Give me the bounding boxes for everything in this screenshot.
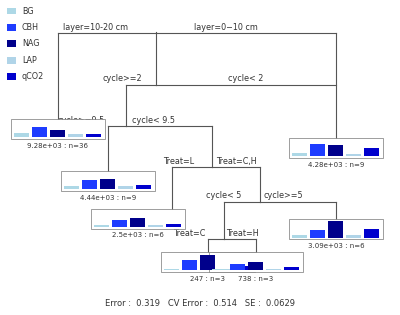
Bar: [328, 221, 343, 238]
Bar: [284, 267, 299, 270]
Bar: [7, 57, 16, 64]
Bar: [290, 138, 383, 158]
Bar: [164, 269, 179, 270]
Bar: [292, 235, 307, 238]
Bar: [310, 230, 325, 238]
Bar: [118, 186, 133, 190]
Bar: [112, 220, 127, 227]
Text: Treat=H: Treat=H: [226, 229, 259, 238]
Bar: [364, 148, 379, 156]
Text: 247 : n=3: 247 : n=3: [190, 276, 226, 282]
Text: layer=0−10 cm: layer=0−10 cm: [194, 22, 258, 32]
Text: BG: BG: [22, 7, 34, 15]
Text: Error :  0.319   CV Error :  0.514   SE :  0.0629: Error : 0.319 CV Error : 0.514 SE : 0.06…: [105, 299, 295, 307]
Bar: [68, 135, 83, 137]
Text: qCO2: qCO2: [22, 72, 44, 81]
Text: NAG: NAG: [22, 39, 40, 48]
Bar: [292, 153, 307, 156]
Bar: [7, 40, 16, 47]
Bar: [346, 154, 361, 156]
Bar: [136, 185, 151, 190]
Text: Treat=C,H: Treat=C,H: [216, 157, 257, 166]
Bar: [166, 224, 181, 227]
Bar: [14, 133, 29, 137]
Bar: [7, 73, 16, 80]
Text: cycle< 5: cycle< 5: [206, 191, 242, 200]
Bar: [50, 130, 65, 137]
Bar: [64, 186, 79, 190]
Text: layer=10-20 cm: layer=10-20 cm: [64, 22, 128, 32]
Bar: [210, 252, 303, 272]
Text: cycle< 2: cycle< 2: [228, 74, 263, 83]
Bar: [266, 269, 281, 270]
Text: Treat=C: Treat=C: [173, 229, 206, 238]
Text: 3.09e+03 : n=6: 3.09e+03 : n=6: [308, 243, 364, 249]
Bar: [236, 266, 251, 270]
Text: 738 : n=3: 738 : n=3: [238, 276, 274, 282]
Text: LAP: LAP: [22, 56, 37, 65]
Bar: [328, 145, 343, 156]
Text: CBH: CBH: [22, 23, 39, 32]
Text: 4.28e+03 : n=9: 4.28e+03 : n=9: [308, 162, 364, 168]
Bar: [310, 144, 325, 156]
Bar: [7, 8, 16, 14]
Text: cycle< 9.5: cycle< 9.5: [132, 116, 175, 125]
Text: 2.5e+03 : n=6: 2.5e+03 : n=6: [112, 232, 164, 238]
Text: 9.28e+03 : n=36: 9.28e+03 : n=36: [28, 143, 88, 149]
Bar: [200, 255, 215, 270]
Bar: [148, 225, 163, 227]
Bar: [290, 219, 383, 239]
Text: cycle>=2: cycle>=2: [102, 74, 142, 83]
Bar: [94, 225, 109, 227]
Bar: [7, 24, 16, 31]
Bar: [162, 252, 255, 272]
Bar: [130, 218, 145, 227]
Bar: [248, 262, 263, 270]
Text: cycle>=5: cycle>=5: [264, 191, 304, 200]
Bar: [82, 180, 97, 190]
Bar: [346, 235, 361, 238]
Bar: [91, 209, 184, 229]
Text: 4.44e+03 : n=9: 4.44e+03 : n=9: [80, 195, 136, 201]
Bar: [218, 269, 233, 270]
Bar: [32, 127, 47, 137]
Bar: [364, 229, 379, 238]
Text: Treat=L: Treat=L: [163, 157, 194, 166]
Bar: [86, 134, 101, 137]
Bar: [62, 171, 154, 191]
Bar: [100, 179, 115, 190]
Bar: [212, 269, 227, 270]
Bar: [11, 119, 105, 139]
Bar: [182, 261, 197, 270]
Text: cycle>=9.5: cycle>=9.5: [58, 116, 105, 125]
Bar: [230, 264, 245, 270]
